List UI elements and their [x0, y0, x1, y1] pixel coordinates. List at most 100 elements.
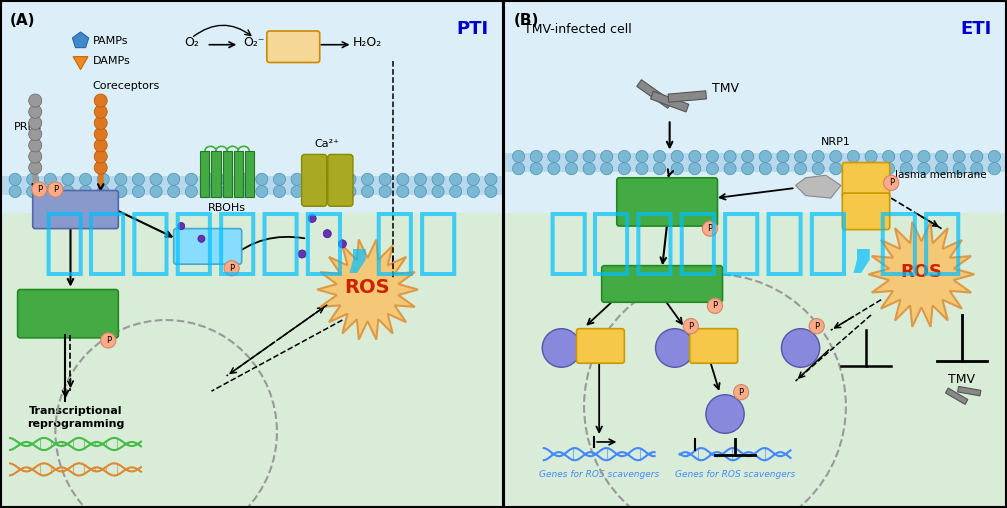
Circle shape [95, 161, 107, 174]
Circle shape [202, 173, 215, 185]
Circle shape [884, 175, 898, 190]
Circle shape [484, 173, 496, 185]
Circle shape [298, 250, 306, 258]
Text: P: P [229, 264, 235, 273]
Circle shape [44, 185, 56, 198]
Circle shape [636, 163, 649, 175]
Circle shape [988, 163, 1000, 175]
Circle shape [918, 163, 930, 175]
Bar [211, 151, 221, 197]
Circle shape [308, 173, 320, 185]
Circle shape [971, 150, 983, 163]
Circle shape [830, 163, 842, 175]
Circle shape [759, 150, 771, 163]
Bar [0, 176, 504, 195]
Circle shape [900, 163, 912, 175]
Circle shape [671, 150, 683, 163]
Text: CPKs: CPKs [192, 240, 223, 253]
Circle shape [618, 150, 630, 163]
Text: TMV-infected cell: TMV-infected cell [524, 23, 631, 36]
Circle shape [636, 150, 649, 163]
Circle shape [326, 185, 338, 198]
FancyBboxPatch shape [842, 193, 890, 230]
Text: P: P [707, 224, 713, 233]
Circle shape [308, 214, 316, 223]
Circle shape [150, 185, 162, 198]
FancyBboxPatch shape [328, 154, 353, 206]
Polygon shape [668, 91, 707, 102]
Circle shape [565, 150, 578, 163]
Text: SIPK/WIPK: SIPK/WIPK [629, 279, 695, 289]
Circle shape [776, 150, 789, 163]
Circle shape [467, 173, 479, 185]
Text: PTI: PTI [456, 20, 488, 38]
Circle shape [671, 163, 683, 175]
Text: MAPK
cascade: MAPK cascade [43, 303, 93, 325]
Text: 天文学综合新闻,天文: 天文学综合新闻,天文 [547, 209, 964, 278]
FancyBboxPatch shape [616, 178, 717, 226]
Circle shape [707, 298, 723, 313]
FancyBboxPatch shape [267, 31, 319, 62]
Text: P: P [814, 322, 820, 331]
Circle shape [101, 333, 116, 348]
Circle shape [548, 150, 560, 163]
Polygon shape [869, 222, 975, 327]
Text: Genes for ROS scavengers: Genes for ROS scavengers [539, 470, 660, 479]
Circle shape [28, 105, 41, 118]
Circle shape [953, 163, 965, 175]
Text: N: N [708, 339, 719, 353]
Circle shape [810, 319, 824, 334]
Circle shape [795, 150, 807, 163]
Circle shape [115, 173, 127, 185]
FancyBboxPatch shape [174, 229, 242, 264]
Text: P: P [36, 185, 42, 194]
Circle shape [882, 150, 895, 163]
Text: MAPK
cascade: MAPK cascade [642, 192, 692, 213]
Circle shape [362, 173, 374, 185]
Circle shape [936, 150, 948, 163]
Circle shape [291, 173, 303, 185]
Circle shape [918, 150, 930, 163]
Circle shape [150, 173, 162, 185]
Circle shape [781, 329, 820, 367]
FancyBboxPatch shape [842, 163, 890, 199]
Circle shape [95, 94, 107, 107]
Bar [504, 213, 1007, 507]
Text: ROS: ROS [344, 277, 391, 297]
Circle shape [415, 185, 427, 198]
Circle shape [167, 185, 179, 198]
Circle shape [565, 163, 578, 175]
Circle shape [936, 163, 948, 175]
Bar [0, 213, 504, 507]
Text: P: P [712, 301, 718, 310]
Circle shape [32, 182, 47, 197]
Text: RLCKs: RLCKs [53, 203, 98, 216]
Circle shape [706, 395, 744, 433]
FancyBboxPatch shape [576, 329, 624, 363]
Circle shape [343, 185, 355, 198]
Circle shape [415, 173, 427, 185]
Circle shape [202, 185, 215, 198]
Circle shape [115, 185, 127, 198]
Circle shape [988, 150, 1000, 163]
Text: AL7: AL7 [717, 409, 733, 419]
Circle shape [185, 185, 197, 198]
FancyBboxPatch shape [602, 266, 723, 302]
Circle shape [80, 173, 92, 185]
Circle shape [343, 173, 355, 185]
Circle shape [530, 163, 542, 175]
Circle shape [847, 150, 859, 163]
Polygon shape [958, 387, 981, 396]
Circle shape [379, 185, 391, 198]
Circle shape [308, 185, 320, 198]
FancyBboxPatch shape [32, 190, 119, 229]
Text: P: P [688, 322, 694, 331]
Circle shape [273, 173, 285, 185]
Circle shape [971, 163, 983, 175]
Text: NRP1: NRP1 [821, 137, 851, 147]
Text: N: N [594, 339, 606, 353]
Text: RBOHs: RBOHs [207, 203, 246, 213]
Circle shape [95, 116, 107, 130]
Circle shape [362, 185, 374, 198]
Circle shape [238, 185, 250, 198]
